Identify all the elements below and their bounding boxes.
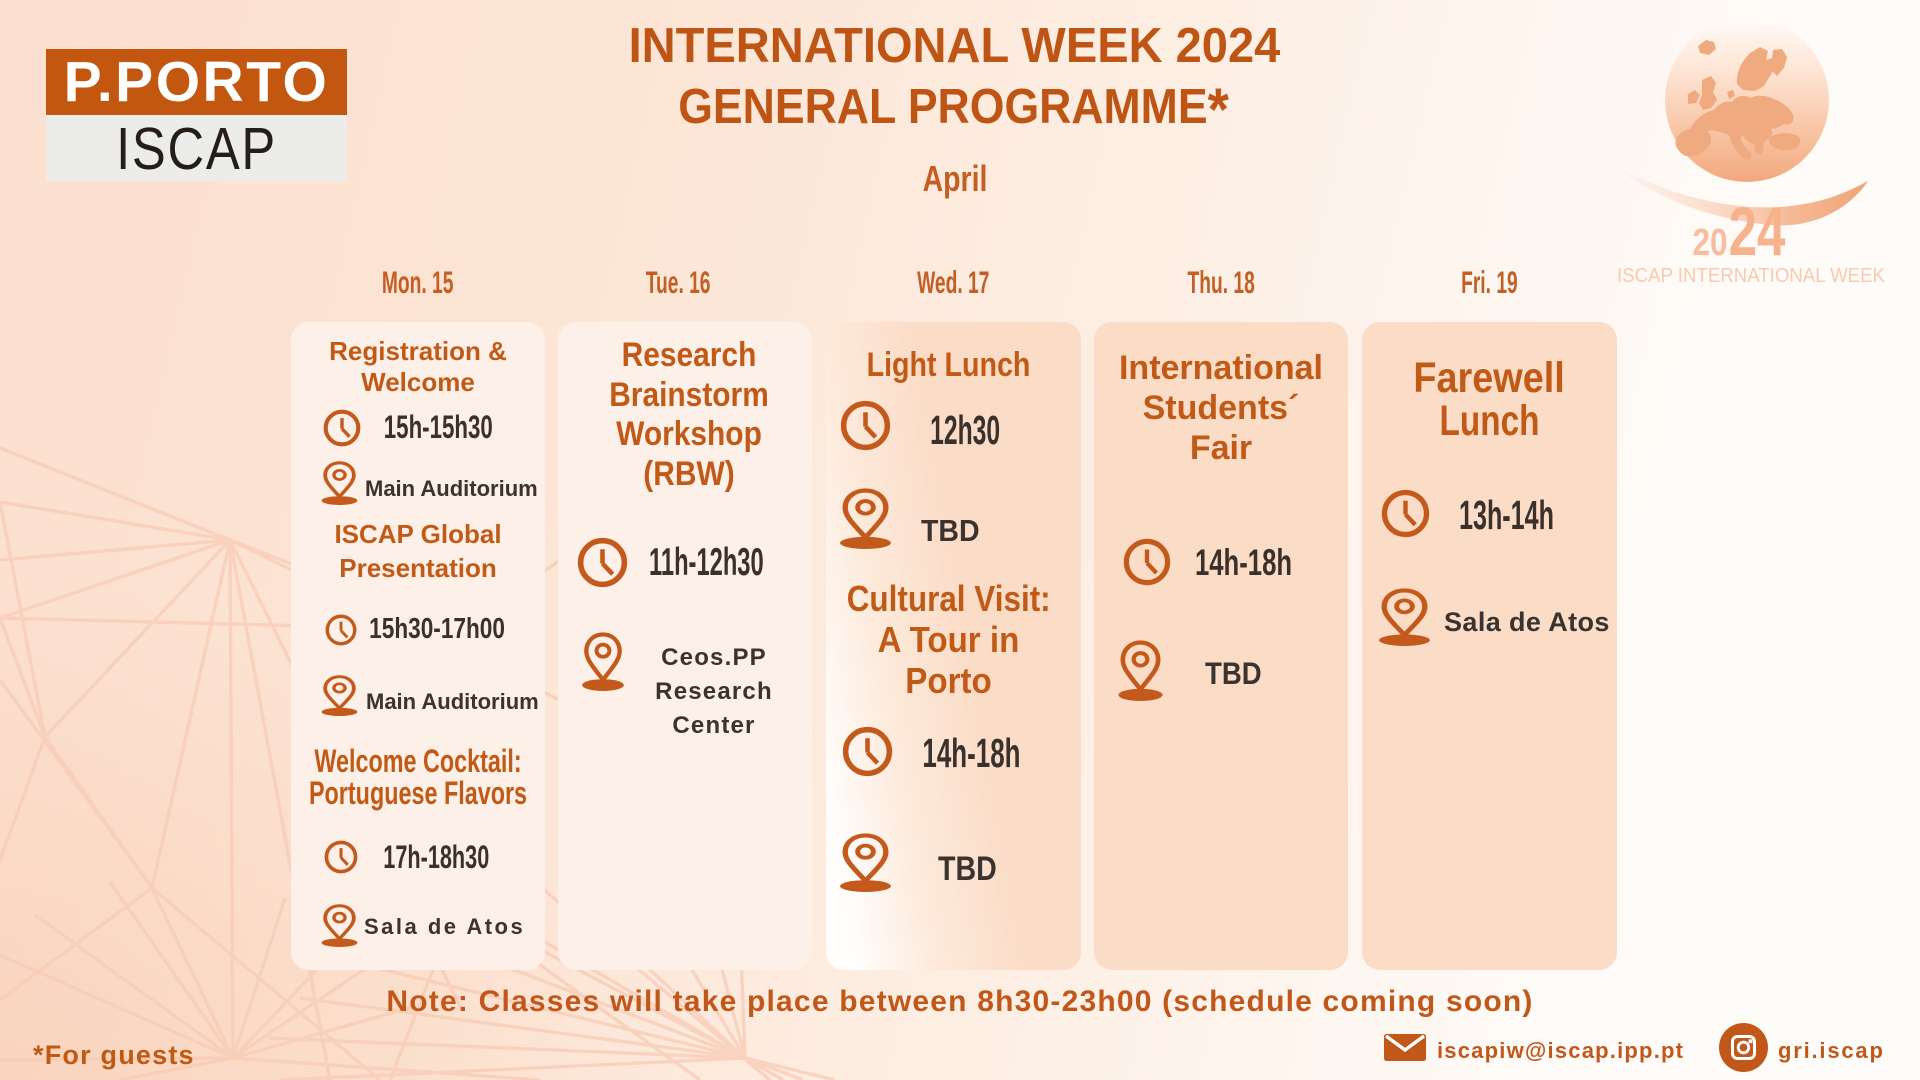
- svg-text:20: 20: [1692, 221, 1727, 263]
- svg-text:24: 24: [1729, 192, 1786, 269]
- svg-text:ISCAP INTERNATIONAL WEEK: ISCAP INTERNATIONAL WEEK: [1617, 264, 1885, 287]
